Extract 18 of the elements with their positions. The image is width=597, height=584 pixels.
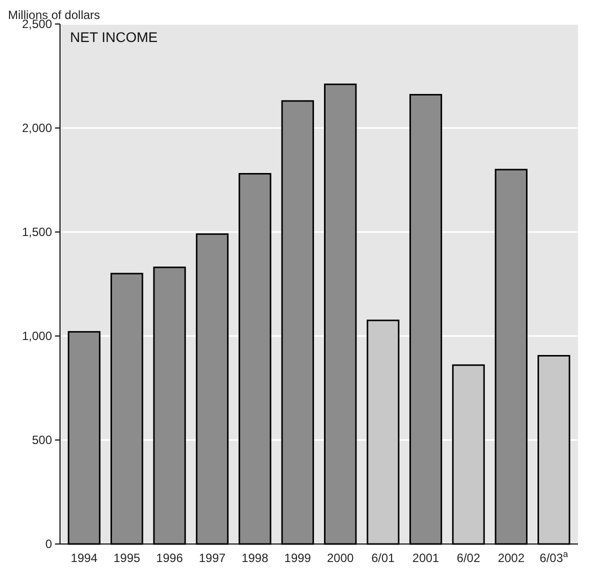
y-tick-label: 1,000 [22,329,52,344]
y-tick-label: 2,000 [22,121,52,136]
x-tick-label: 2000 [327,551,354,565]
x-tick-label: 1996 [156,551,184,565]
x-tick-label: 1997 [198,551,226,565]
y-tick-label: 1,500 [22,225,52,240]
x-tick-label: 2001 [412,551,440,565]
x-tick-label: 6/02 [456,551,480,565]
x-tick-label: 1999 [284,551,312,565]
x-tick-label: 1995 [113,551,140,565]
x-tick-label: 1998 [242,551,269,565]
y-tick-label: 0 [45,537,52,552]
chart-title: NET INCOME [70,29,158,45]
x-tick-label: 6/01 [371,551,396,565]
x-tick-label: 1994 [70,551,98,565]
x-tick-label: 6/03$^{a}$ [540,549,568,565]
y-tick-label: 500 [32,433,52,448]
x-tick-label: 2002 [498,551,525,565]
